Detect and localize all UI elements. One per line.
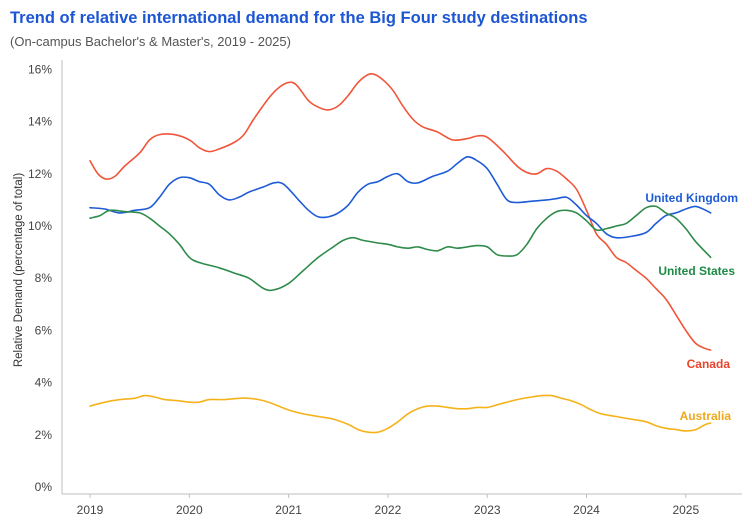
x-tick-label: 2022 bbox=[375, 503, 402, 517]
y-tick-label: 6% bbox=[35, 323, 53, 337]
y-tick-label: 8% bbox=[35, 271, 53, 285]
x-tick-label: 2024 bbox=[573, 503, 600, 517]
chart-axes bbox=[61, 60, 742, 495]
y-tick-label: 16% bbox=[28, 62, 52, 76]
x-tick-label: 2019 bbox=[77, 503, 104, 517]
series-lines bbox=[89, 72, 712, 434]
y-tick-label: 10% bbox=[28, 219, 52, 233]
y-axis-ticks: 0% 2% 4% 6% 8% 10% 12% 14% 16% bbox=[28, 62, 52, 494]
y-tick-label: 0% bbox=[35, 480, 53, 494]
x-tick-label: 2023 bbox=[474, 503, 501, 517]
chart-subtitle: (On-campus Bachelor's & Master's, 2019 -… bbox=[10, 34, 291, 49]
chart-title: Trend of relative international demand f… bbox=[10, 9, 588, 27]
series-label-australia: Australia bbox=[680, 409, 732, 423]
y-tick-label: 14% bbox=[28, 115, 52, 129]
y-tick-label: 12% bbox=[28, 167, 52, 181]
series-line-united-kingdom bbox=[89, 155, 712, 239]
series-labels: Canada United Kingdom United States Austral… bbox=[645, 191, 738, 423]
y-tick-label: 4% bbox=[35, 376, 53, 390]
series-label-canada: Canada bbox=[687, 357, 731, 371]
series-line-canada bbox=[89, 72, 712, 351]
x-tick-label: 2021 bbox=[275, 503, 302, 517]
x-tick-label: 2020 bbox=[176, 503, 203, 517]
series-label-united-states: United States bbox=[658, 264, 735, 278]
x-tick-label: 2025 bbox=[672, 503, 699, 517]
y-tick-label: 2% bbox=[35, 428, 53, 442]
series-label-united-kingdom: United Kingdom bbox=[645, 191, 738, 205]
series-line-australia bbox=[89, 394, 712, 434]
series-line-united-states bbox=[89, 205, 712, 292]
y-axis-title: Relative Demand (percentage of total) bbox=[13, 173, 25, 367]
x-axis-ticks: 2019 2020 2021 2022 2023 2024 2025 bbox=[77, 494, 699, 517]
